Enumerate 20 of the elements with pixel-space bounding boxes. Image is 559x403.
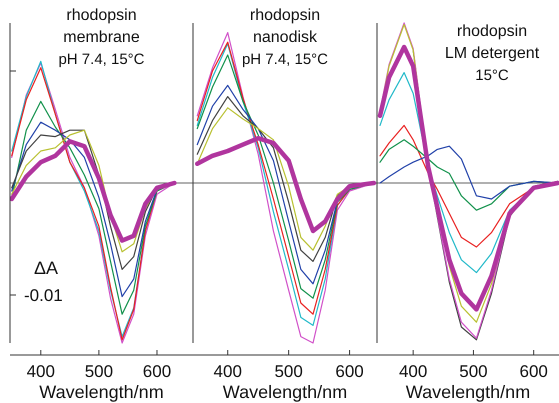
chart-title: rhodopsin membrane [63, 7, 140, 46]
x-tick-label: 500 [459, 362, 488, 382]
x-axis-title: Wavelength/nm [406, 382, 530, 402]
x-tick-label: 600 [520, 362, 548, 382]
x-tick-label: 400 [26, 362, 55, 382]
text: 15°C [475, 67, 509, 84]
chart-title: rhodopsin nanodisk [250, 7, 320, 46]
annotation: -0.01 [24, 286, 63, 305]
y-axis-title: ΔA [34, 258, 58, 278]
x-axis-title: Wavelength/nm [222, 382, 348, 402]
chart-subtitle: pH 7.4, 15°C [58, 51, 145, 68]
x-tick-label: 600 [142, 362, 172, 382]
x-tick-label: 600 [335, 362, 364, 382]
x-axis-title: Wavelength/nm [39, 382, 164, 402]
text: rhodopsin LM detergent [444, 23, 540, 62]
x-tick-label: 500 [84, 362, 114, 382]
x-tick-label: 500 [274, 362, 303, 382]
x-tick-label: 400 [214, 362, 242, 382]
x-tick-label: 400 [398, 362, 428, 382]
text: pH 7.4, 15°C [242, 51, 328, 68]
